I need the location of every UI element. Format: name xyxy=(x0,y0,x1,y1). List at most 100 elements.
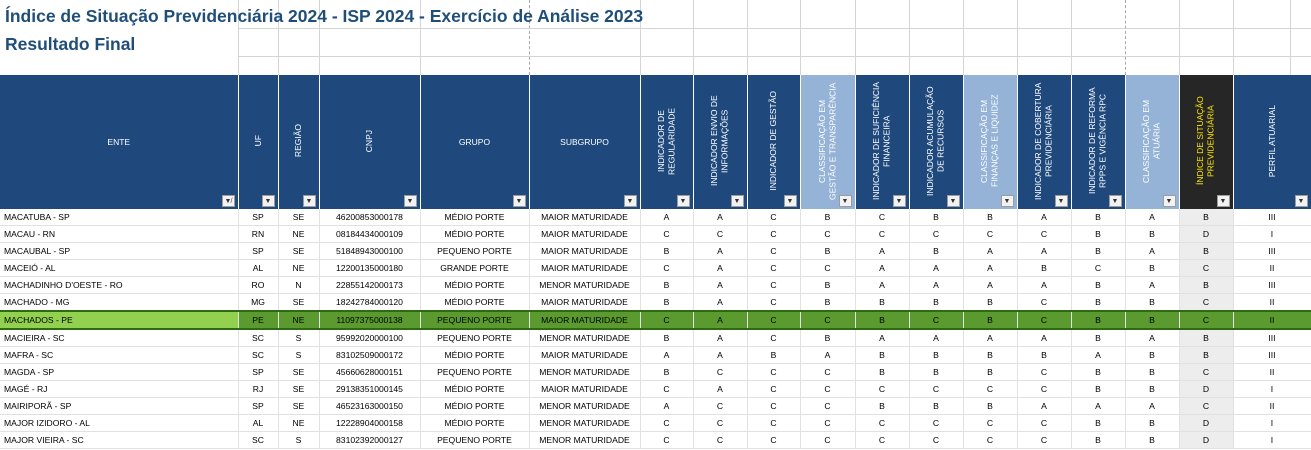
table-cell[interactable]: A xyxy=(963,276,1018,294)
table-cell[interactable]: 46200853000178 xyxy=(319,209,421,226)
table-cell[interactable]: C xyxy=(747,329,801,347)
dropdown-icon[interactable]: ▼ xyxy=(1054,195,1068,207)
table-cell[interactable]: I xyxy=(1233,380,1311,398)
table-cell[interactable]: C xyxy=(693,431,748,449)
column-header[interactable]: INDICADOR DE REGULARIDADE ▼ xyxy=(640,75,694,209)
table-cell[interactable]: B xyxy=(640,242,694,260)
table-cell[interactable]: B xyxy=(800,293,856,312)
table-cell[interactable]: II xyxy=(1233,310,1311,330)
table-cell[interactable]: C xyxy=(640,431,694,449)
table-cell[interactable]: B xyxy=(909,397,964,415)
table-cell[interactable]: A xyxy=(1071,346,1126,364)
table-cell[interactable]: II xyxy=(1233,363,1311,381)
table-cell[interactable]: N xyxy=(278,276,320,294)
table-cell[interactable]: SE xyxy=(278,209,320,226)
table-cell[interactable]: MENOR MATURIDADE xyxy=(529,431,641,449)
table-cell[interactable]: B xyxy=(963,310,1018,330)
table-cell[interactable]: C xyxy=(800,363,856,381)
table-cell[interactable]: D xyxy=(1179,414,1234,432)
table-cell[interactable]: B xyxy=(963,397,1018,415)
table-row[interactable]: MACHADO - MG MG SE 18242784000120 MÉDIO PORT… xyxy=(0,293,1311,312)
table-cell[interactable]: PE xyxy=(238,310,279,330)
table-cell[interactable]: A xyxy=(693,293,748,312)
table-cell[interactable]: III xyxy=(1233,329,1311,347)
table-cell[interactable]: C xyxy=(963,380,1018,398)
table-cell[interactable]: B xyxy=(963,346,1018,364)
table-cell[interactable]: B xyxy=(800,209,856,226)
table-cell[interactable]: 45660628000151 xyxy=(319,363,421,381)
column-header[interactable]: CLASSIFICAÇÃO EM FINANÇAS E LIQUIDEZ ▼ xyxy=(963,75,1018,209)
cell-ente[interactable]: MACHADINHO D'OESTE - RO xyxy=(0,276,239,294)
table-cell[interactable]: A xyxy=(1125,209,1180,226)
table-cell[interactable]: B xyxy=(855,346,910,364)
dropdown-icon[interactable]: ▼ xyxy=(1000,195,1014,207)
table-row[interactable]: MAGÉ - RJ RJ SE 29138351000145 MÉDIO PORTE MA… xyxy=(0,380,1311,398)
table-cell[interactable]: NE xyxy=(278,259,320,277)
table-cell[interactable]: SC xyxy=(238,431,279,449)
table-cell[interactable]: C xyxy=(1179,397,1234,415)
cell-ente[interactable]: MACAU - RN xyxy=(0,225,239,243)
table-cell[interactable]: MÉDIO PORTE xyxy=(420,414,530,432)
table-cell[interactable]: MENOR MATURIDADE xyxy=(529,276,641,294)
cell-ente[interactable]: MAJOR IZIDORO - AL xyxy=(0,414,239,432)
table-cell[interactable]: C xyxy=(747,225,801,243)
table-cell[interactable]: A xyxy=(855,276,910,294)
table-cell[interactable]: C xyxy=(747,431,801,449)
table-cell[interactable]: A xyxy=(1017,276,1072,294)
table-cell[interactable]: B xyxy=(1071,380,1126,398)
table-cell[interactable]: B xyxy=(1071,209,1126,226)
dropdown-icon[interactable]: ▼ xyxy=(838,195,852,207)
table-cell[interactable]: A xyxy=(693,276,748,294)
table-row[interactable]: MACAU - RN RN NE 08184434000109 MÉDIO PORTE M… xyxy=(0,225,1311,243)
table-cell[interactable]: C xyxy=(747,310,801,330)
table-cell[interactable]: D xyxy=(1179,431,1234,449)
table-cell[interactable]: B xyxy=(855,397,910,415)
table-cell[interactable]: B xyxy=(1125,225,1180,243)
dropdown-icon[interactable]: ▼ xyxy=(403,195,417,207)
table-cell[interactable]: S xyxy=(278,431,320,449)
dropdown-icon[interactable]: ▼ xyxy=(302,195,316,207)
table-cell[interactable]: III xyxy=(1233,242,1311,260)
table-cell[interactable]: B xyxy=(640,363,694,381)
table-cell[interactable]: MÉDIO PORTE xyxy=(420,209,530,226)
dropdown-icon[interactable]: ▼ xyxy=(1294,195,1308,207)
table-cell[interactable]: A xyxy=(963,329,1018,347)
table-cell[interactable]: II xyxy=(1233,397,1311,415)
table-cell[interactable]: C xyxy=(1017,293,1072,312)
table-cell[interactable]: MAIOR MATURIDADE xyxy=(529,209,641,226)
table-cell[interactable]: B xyxy=(1071,414,1126,432)
dropdown-icon[interactable]: ▼ xyxy=(1216,195,1230,207)
table-cell[interactable]: MÉDIO PORTE xyxy=(420,293,530,312)
table-cell[interactable]: B xyxy=(1179,329,1234,347)
table-cell[interactable]: SE xyxy=(278,397,320,415)
table-cell[interactable]: A xyxy=(855,242,910,260)
table-cell[interactable]: S xyxy=(278,346,320,364)
table-cell[interactable]: B xyxy=(800,276,856,294)
table-cell[interactable]: III xyxy=(1233,276,1311,294)
table-cell[interactable]: C xyxy=(640,380,694,398)
table-cell[interactable]: C xyxy=(963,225,1018,243)
table-cell[interactable]: MAIOR MATURIDADE xyxy=(529,242,641,260)
table-cell[interactable]: A xyxy=(963,259,1018,277)
table-cell[interactable]: SP xyxy=(238,209,279,226)
table-cell[interactable]: 12200135000180 xyxy=(319,259,421,277)
table-cell[interactable]: A xyxy=(909,276,964,294)
cell-ente[interactable]: MAGDA - SP xyxy=(0,363,239,381)
table-row[interactable]: MACIEIRA - SC SC S 95992020000100 PEQUENO PO… xyxy=(0,329,1311,347)
table-cell[interactable]: B xyxy=(1179,276,1234,294)
table-cell[interactable]: RO xyxy=(238,276,279,294)
table-cell[interactable]: C xyxy=(855,225,910,243)
table-cell[interactable]: MG xyxy=(238,293,279,312)
table-row[interactable]: MAIRIPORÃ - SP SP SE 46523163000150 MÉDIO PO… xyxy=(0,397,1311,415)
table-cell[interactable]: C xyxy=(855,380,910,398)
table-cell[interactable]: SC xyxy=(238,346,279,364)
table-cell[interactable]: B xyxy=(1071,310,1126,330)
table-cell[interactable]: A xyxy=(855,329,910,347)
column-header[interactable]: REGIÃO ▼ xyxy=(278,75,320,209)
table-cell[interactable]: C xyxy=(909,414,964,432)
table-cell[interactable]: AL xyxy=(238,414,279,432)
table-cell[interactable]: B xyxy=(855,310,910,330)
table-cell[interactable]: MÉDIO PORTE xyxy=(420,397,530,415)
table-cell[interactable]: C xyxy=(1179,293,1234,312)
table-cell[interactable]: SE xyxy=(278,363,320,381)
